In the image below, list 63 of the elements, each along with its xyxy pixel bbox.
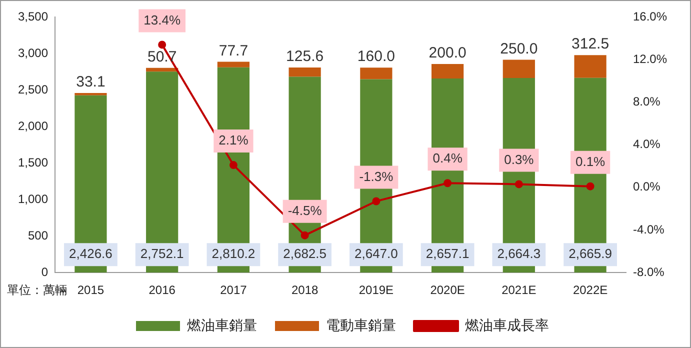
point xyxy=(444,179,452,188)
bar xyxy=(360,68,392,80)
data-label: 33.1 xyxy=(76,74,106,91)
y2-tick-label: 12.0% xyxy=(632,52,668,66)
bar xyxy=(502,60,535,78)
x-tick-label: 2018 xyxy=(291,283,318,298)
point xyxy=(229,161,238,170)
y2-tick-label: -4.0% xyxy=(632,222,665,236)
legend-label: 電動車銷量 xyxy=(326,316,396,333)
x-tick-label: 2019E xyxy=(358,283,394,298)
y-tick-label: 1,500 xyxy=(18,155,48,170)
bar xyxy=(431,64,464,79)
data-label: 2,426.6 xyxy=(69,246,112,262)
bar xyxy=(74,92,107,96)
x-tick-label: 2021E xyxy=(502,283,536,298)
data-label: 2,657.1 xyxy=(426,246,470,262)
point xyxy=(300,231,309,240)
y-tick-label: 3,000 xyxy=(18,46,48,60)
y-tick-label: 2,500 xyxy=(18,82,48,96)
data-label: -4.5% xyxy=(288,202,322,218)
data-label: 312.5 xyxy=(572,36,610,53)
point xyxy=(514,180,523,188)
data-label: 0.1% xyxy=(575,154,606,169)
point xyxy=(586,182,594,190)
x-tick-label: 2017 xyxy=(220,283,248,298)
y2-tick-label: 8.0% xyxy=(632,94,661,109)
data-label: 160.0 xyxy=(357,48,395,66)
bar xyxy=(574,55,606,78)
y2-tick-label: -8.0% xyxy=(632,264,665,279)
data-label: 2,752.1 xyxy=(140,246,184,262)
y2-tick-label: 16.0% xyxy=(632,9,668,24)
y2-tick-label: 4.0% xyxy=(632,137,661,152)
data-label: 125.6 xyxy=(286,48,324,66)
x-tick-label: 2020E xyxy=(430,283,465,298)
data-label: 2,647.0 xyxy=(354,246,398,262)
data-label: -1.3% xyxy=(359,168,394,184)
data-label: 0.3% xyxy=(504,152,534,167)
y-tick-label: 500 xyxy=(28,228,48,242)
bar xyxy=(217,62,250,68)
point xyxy=(158,40,166,49)
data-label: 2,664.3 xyxy=(497,246,541,262)
data-label: 2,682.5 xyxy=(283,246,327,262)
x-tick-label: 2015 xyxy=(77,283,104,298)
y-tick-label: 1,000 xyxy=(18,192,48,206)
data-label: 250.0 xyxy=(500,40,538,58)
data-label: 13.4% xyxy=(144,12,181,28)
y-tick-label: 3,500 xyxy=(18,9,48,24)
point xyxy=(372,197,380,206)
legend-label: 燃油車銷量 xyxy=(187,316,257,333)
bar xyxy=(288,68,321,77)
data-label: 2,665.9 xyxy=(568,246,612,262)
data-label: 2.1% xyxy=(218,132,249,148)
data-label: 77.7 xyxy=(218,42,248,60)
legend-label: 燃油車成長率 xyxy=(465,316,549,333)
x-tick-label: 2022E xyxy=(572,283,608,298)
y2-tick-label: 0.0% xyxy=(632,180,661,194)
data-label: 0.4% xyxy=(432,150,463,166)
data-label: 2,810.2 xyxy=(212,246,256,262)
y-tick-label: 0 xyxy=(41,264,48,279)
text: 單位：萬輛 xyxy=(7,282,67,297)
y-tick-label: 2,000 xyxy=(18,118,48,133)
x-tick-label: 2016 xyxy=(148,283,176,298)
data-label: 200.0 xyxy=(428,44,466,62)
